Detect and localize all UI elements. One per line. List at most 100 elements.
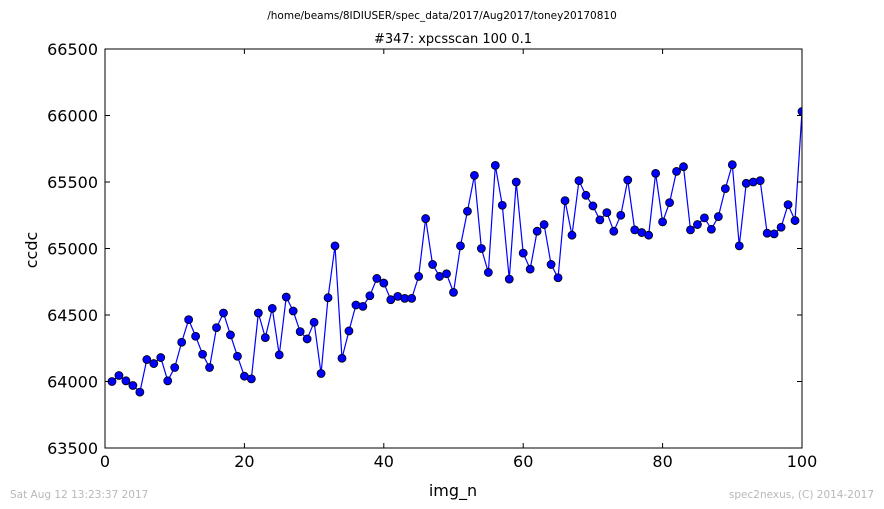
data-point [407, 293, 417, 303]
figure-suptitle: /home/beams/8IDIUSER/spec_data/2017/Aug2… [267, 10, 617, 22]
chart-title: #347: xpcsscan 100 0.1 [374, 32, 532, 47]
data-point [198, 349, 207, 359]
y-tick-label: 64000 [47, 373, 98, 392]
data-point [658, 217, 667, 227]
data-point [149, 359, 159, 368]
data-point [456, 241, 465, 251]
data-point [309, 317, 319, 327]
data-point [672, 166, 681, 176]
data-point [490, 160, 500, 170]
data-point [769, 229, 779, 239]
y-axis-label: ccdc [22, 232, 41, 269]
data-point [449, 287, 458, 297]
data-point [128, 381, 138, 390]
x-tick-label: 100 [787, 452, 818, 471]
data-point [574, 176, 584, 186]
data-point [665, 198, 674, 208]
data-point [379, 278, 389, 288]
data-point [156, 353, 166, 362]
data-point [679, 162, 688, 172]
data-point [260, 333, 270, 343]
y-tick-label: 65000 [47, 240, 98, 259]
data-point [539, 220, 549, 229]
x-tick-label: 40 [374, 452, 394, 471]
y-tick-label: 66000 [47, 107, 98, 126]
plot-area-frame [104, 48, 803, 449]
data-point [686, 225, 695, 235]
footer-timestamp: Sat Aug 12 13:23:37 2017 [10, 489, 148, 501]
data-point [525, 264, 535, 274]
footer-credit: spec2nexus, (C) 2014-2017 [729, 489, 874, 501]
data-point [337, 353, 347, 363]
data-point [135, 387, 145, 397]
data-point [142, 355, 152, 364]
data-point [246, 374, 256, 384]
data-point [184, 315, 194, 325]
x-tick-label: 60 [513, 452, 533, 471]
data-point [553, 273, 563, 283]
data-point [776, 222, 786, 232]
data-point [170, 363, 180, 372]
y-tick-label: 64500 [47, 306, 98, 325]
data-series [107, 107, 802, 397]
data-point [288, 306, 298, 316]
data-point [226, 330, 235, 340]
data-point [483, 268, 493, 277]
data-point [205, 363, 214, 372]
data-point [609, 226, 619, 236]
data-point [476, 244, 486, 253]
data-point [567, 230, 577, 240]
y-tick-label: 66500 [47, 40, 98, 59]
data-point [323, 293, 333, 303]
data-point [532, 226, 542, 236]
data-point [623, 175, 633, 185]
x-tick-label: 80 [652, 452, 672, 471]
data-point [706, 224, 716, 234]
data-point [253, 308, 263, 318]
x-axis: 0 20 40 60 80 100 [100, 49, 817, 471]
data-point [163, 376, 173, 386]
data-point [358, 301, 368, 311]
data-point [790, 216, 800, 225]
data-point [470, 170, 479, 180]
data-point [644, 230, 654, 240]
data-point [281, 292, 291, 302]
data-point [295, 327, 305, 337]
x-tick-label: 20 [234, 452, 254, 471]
data-point [734, 241, 744, 251]
data-point [783, 200, 793, 210]
data-point [700, 213, 709, 223]
data-point [302, 334, 312, 344]
data-point [511, 177, 521, 187]
data-point [602, 208, 612, 217]
data-point [330, 241, 340, 251]
data-point [233, 351, 242, 361]
x-axis-label: img_n [429, 481, 477, 501]
data-point [581, 190, 591, 200]
data-point [720, 184, 730, 194]
data-point [372, 274, 382, 283]
data-point [365, 291, 375, 301]
data-point [713, 212, 723, 221]
data-point [560, 196, 570, 206]
data-point [267, 303, 277, 313]
data-point [588, 201, 598, 211]
data-point [651, 168, 661, 178]
x-tick-label: 0 [100, 452, 110, 471]
data-point [386, 295, 396, 305]
data-point [344, 326, 354, 336]
data-point [727, 160, 737, 170]
data-point [428, 260, 437, 269]
data-point [177, 337, 187, 347]
data-point [546, 260, 556, 269]
data-point [274, 350, 284, 360]
series-line [111, 111, 802, 394]
data-point [518, 248, 528, 258]
data-point [595, 215, 605, 225]
data-point [191, 331, 201, 341]
y-tick-label: 63500 [47, 439, 98, 458]
data-point [121, 376, 131, 386]
data-point [797, 107, 802, 116]
y-axis: 63500 64000 64500 65000 65500 66000 66500 [47, 40, 802, 458]
